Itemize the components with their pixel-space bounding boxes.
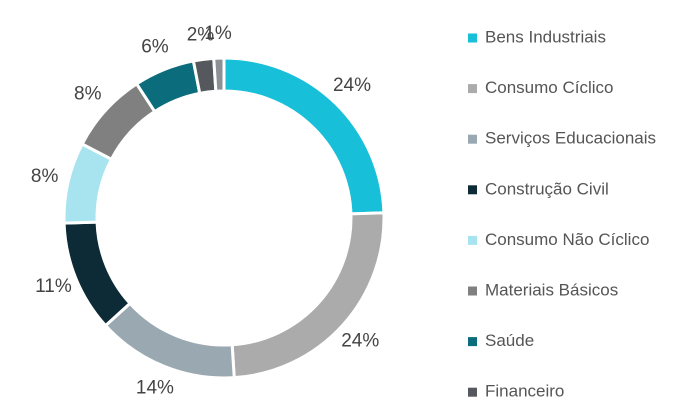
slice-label: 11% <box>35 276 72 297</box>
legend-swatch <box>468 84 477 94</box>
donut-slice <box>230 211 386 380</box>
legend-label: Bens Industriais <box>485 27 606 46</box>
legend-label: Serviços Educacionais <box>485 129 656 148</box>
legend-swatch <box>468 286 477 296</box>
legend-swatch <box>468 235 477 245</box>
slice-label: 6% <box>141 36 169 57</box>
slice-label: 24% <box>333 75 371 96</box>
legend-label: Consumo Cíclico <box>485 78 614 97</box>
legend-swatch <box>468 387 477 397</box>
slice-label: 2% <box>187 25 215 46</box>
slice-label: 24% <box>341 331 379 352</box>
donut-slice <box>103 301 236 380</box>
legend-swatch <box>468 33 477 43</box>
donut-slice <box>62 220 133 328</box>
legend-swatch <box>468 337 477 347</box>
legend-label: Construção Civil <box>485 179 609 198</box>
slice-label: 8% <box>74 83 102 104</box>
legend-label: Financeiro <box>485 382 564 400</box>
slice-label: 8% <box>31 166 59 187</box>
slice-label: 14% <box>136 378 174 399</box>
legend-label: Saúde <box>485 331 534 350</box>
legend-swatch <box>468 134 477 144</box>
donut-slice <box>212 56 226 93</box>
legend-label: Materiais Básicos <box>485 280 618 299</box>
slice-label: 1% <box>204 23 232 44</box>
legend-label: Consumo Não Cíclico <box>485 230 649 249</box>
legend-swatch <box>468 185 477 195</box>
